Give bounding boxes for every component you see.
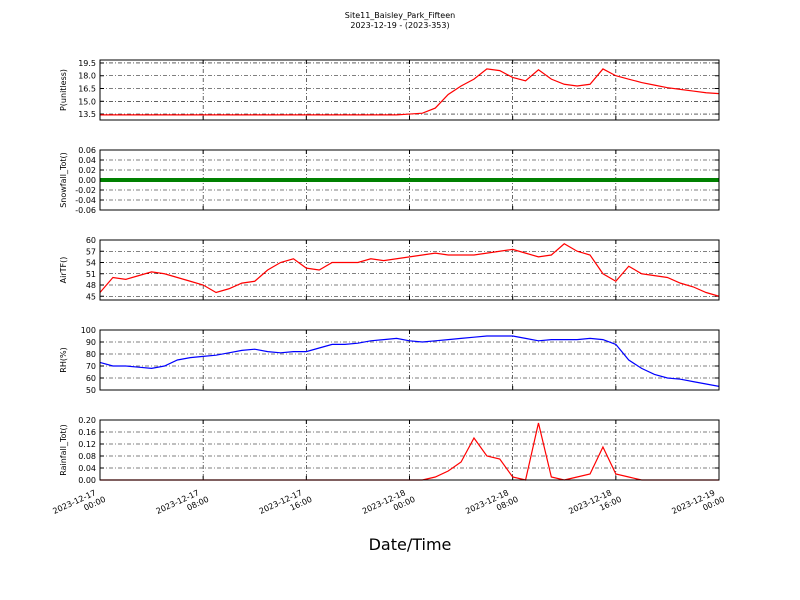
y-tick-label: 50 (86, 386, 96, 395)
data-line (100, 68, 720, 116)
y-tick-label: 80 (86, 350, 96, 359)
y-axis-label: RH(%) (59, 347, 68, 372)
axes-frame (99, 329, 720, 391)
x-tick-label: 2023-12-1816:00 (567, 486, 623, 525)
y-axis-label: P(unitless) (59, 69, 68, 111)
y-tick-label: 16.5 (78, 85, 96, 94)
y-tick-label: 51 (86, 270, 96, 279)
x-tick-label: 2023-12-1808:00 (464, 486, 520, 525)
y-tick-label: 54 (86, 259, 96, 268)
y-axis-label: AirTF() (59, 257, 68, 284)
x-tick-label: 2023-12-1900:00 (670, 486, 726, 525)
y-tick-label: 0.06 (78, 146, 96, 155)
x-tick-label: 2023-12-1700:00 (51, 486, 107, 525)
y-tick-label: 90 (86, 338, 96, 347)
axes-frame (99, 59, 720, 121)
axes-frame (99, 239, 720, 301)
y-tick-label: 100 (81, 326, 96, 335)
y-tick-label: -0.04 (75, 196, 96, 205)
y-tick-label: 48 (86, 281, 96, 290)
y-tick-label: 13.5 (78, 110, 96, 119)
y-tick-label: 0.02 (78, 166, 96, 175)
x-tick-label: 2023-12-1716:00 (258, 486, 314, 525)
axes-frame (99, 419, 720, 481)
y-tick-label: 0.04 (78, 464, 96, 473)
y-tick-label: 60 (86, 374, 96, 383)
x-axis-label: Date/Time (369, 535, 452, 554)
y-tick-label: 0.20 (78, 416, 96, 425)
data-line (99, 335, 720, 387)
y-tick-label: 0.16 (78, 428, 96, 437)
y-tick-label: 0.04 (78, 156, 96, 165)
y-tick-label: 0.00 (78, 476, 96, 485)
y-tick-label: 60 (86, 236, 96, 245)
y-tick-label: 0.08 (78, 452, 96, 461)
y-tick-label: 70 (86, 362, 96, 371)
x-tick-label: 2023-12-1708:00 (155, 486, 211, 525)
title: Site11_Baisley_Park_Fifteen (345, 11, 455, 20)
y-tick-label: 18.0 (78, 72, 96, 81)
y-tick-label: 0.12 (78, 440, 96, 449)
y-tick-label: 19.5 (78, 59, 96, 68)
subtitle: 2023-12-19 - (2023-353) (350, 21, 449, 30)
y-tick-label: -0.02 (75, 186, 96, 195)
y-tick-label: 45 (86, 292, 96, 301)
y-tick-label: -0.06 (75, 206, 96, 215)
y-tick-label: 0.00 (78, 176, 96, 185)
y-axis-label: Rainfall_Tot() (59, 424, 68, 476)
axes-frame (99, 149, 720, 211)
x-tick-label: 2023-12-1800:00 (361, 486, 417, 525)
data-line (99, 243, 720, 297)
y-axis-label: Snowfall_Tot() (59, 152, 68, 208)
y-tick-label: 57 (86, 247, 96, 256)
y-tick-label: 15.0 (78, 97, 96, 106)
